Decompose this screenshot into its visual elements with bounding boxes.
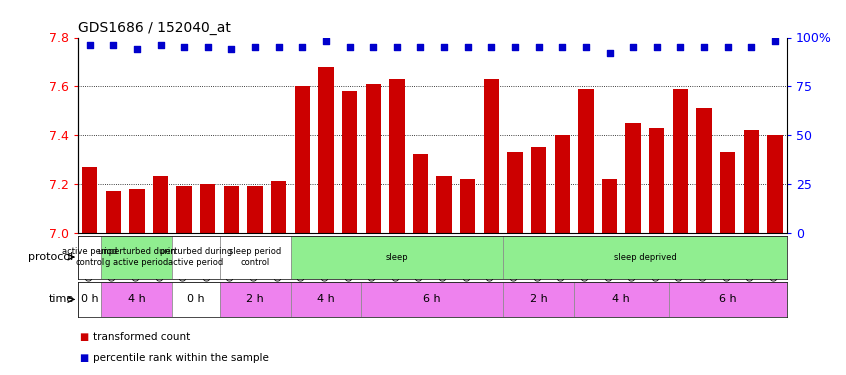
Text: 0 h: 0 h [81, 294, 98, 304]
Bar [318, 67, 333, 232]
Bar [247, 186, 263, 232]
Text: 6 h: 6 h [719, 294, 737, 304]
Bar [720, 152, 735, 232]
Text: GDS1686 / 152040_at: GDS1686 / 152040_at [78, 21, 231, 35]
Text: 2 h: 2 h [530, 294, 547, 304]
Point [366, 44, 380, 50]
Bar [602, 179, 618, 232]
Bar [153, 176, 168, 232]
Bar [437, 176, 452, 232]
Text: ■: ■ [80, 332, 89, 342]
Bar [82, 167, 97, 232]
Point [319, 38, 332, 44]
Text: 4 h: 4 h [317, 294, 335, 304]
Point [201, 44, 215, 50]
Bar [271, 182, 287, 232]
Bar [625, 123, 641, 232]
Bar [696, 108, 711, 232]
Text: perturbed during
active period: perturbed during active period [160, 247, 232, 267]
Bar [508, 152, 523, 232]
Bar [223, 186, 239, 232]
Point [602, 50, 616, 56]
Text: sleep deprived: sleep deprived [613, 253, 676, 262]
Text: sleep period
control: sleep period control [229, 247, 281, 267]
Bar [365, 84, 381, 232]
Bar [673, 89, 688, 232]
Point [107, 42, 120, 48]
Bar [129, 189, 145, 232]
Bar [177, 186, 192, 232]
Bar [531, 147, 547, 232]
Bar [342, 91, 357, 232]
Bar [767, 135, 783, 232]
Bar [106, 191, 121, 232]
Bar [290, 236, 503, 279]
Bar [102, 282, 173, 317]
Point [768, 38, 782, 44]
Text: sleep: sleep [386, 253, 408, 262]
Bar [361, 282, 503, 317]
Bar [290, 282, 361, 317]
Point [414, 44, 427, 50]
Point [650, 44, 663, 50]
Bar [173, 236, 220, 279]
Text: 2 h: 2 h [246, 294, 264, 304]
Point [154, 42, 168, 48]
Point [295, 44, 309, 50]
Point [485, 44, 498, 50]
Text: transformed count: transformed count [93, 332, 190, 342]
Bar [78, 282, 102, 317]
Bar [578, 89, 594, 232]
Bar [649, 128, 664, 232]
Point [673, 44, 687, 50]
Text: unperturbed durin
g active period: unperturbed durin g active period [98, 247, 176, 267]
Point [532, 44, 546, 50]
Point [130, 46, 144, 52]
Bar [389, 79, 404, 232]
Point [461, 44, 475, 50]
Text: active period
control: active period control [62, 247, 118, 267]
Bar [102, 236, 173, 279]
Point [390, 44, 404, 50]
Bar [220, 282, 290, 317]
Text: 4 h: 4 h [613, 294, 630, 304]
Point [83, 42, 96, 48]
Point [225, 46, 239, 52]
Text: protocol: protocol [29, 252, 74, 262]
Text: percentile rank within the sample: percentile rank within the sample [93, 353, 269, 363]
Bar [503, 282, 574, 317]
Point [580, 44, 593, 50]
Bar [220, 236, 290, 279]
Bar [744, 130, 759, 232]
Bar [201, 184, 216, 232]
Point [272, 44, 285, 50]
Bar [173, 282, 220, 317]
Point [721, 44, 734, 50]
Point [178, 44, 191, 50]
Text: 4 h: 4 h [128, 294, 146, 304]
Bar [503, 236, 787, 279]
Point [508, 44, 522, 50]
Text: ■: ■ [80, 353, 89, 363]
Point [437, 44, 451, 50]
Point [626, 44, 640, 50]
Bar [555, 135, 570, 232]
Point [697, 44, 711, 50]
Bar [668, 282, 787, 317]
Bar [574, 282, 668, 317]
Text: 0 h: 0 h [187, 294, 205, 304]
Bar [78, 236, 102, 279]
Text: 6 h: 6 h [424, 294, 441, 304]
Point [744, 44, 758, 50]
Point [249, 44, 262, 50]
Point [556, 44, 569, 50]
Text: time: time [48, 294, 74, 304]
Bar [460, 179, 475, 232]
Bar [413, 154, 428, 232]
Point [343, 44, 356, 50]
Bar [484, 79, 499, 232]
Bar [294, 86, 310, 232]
